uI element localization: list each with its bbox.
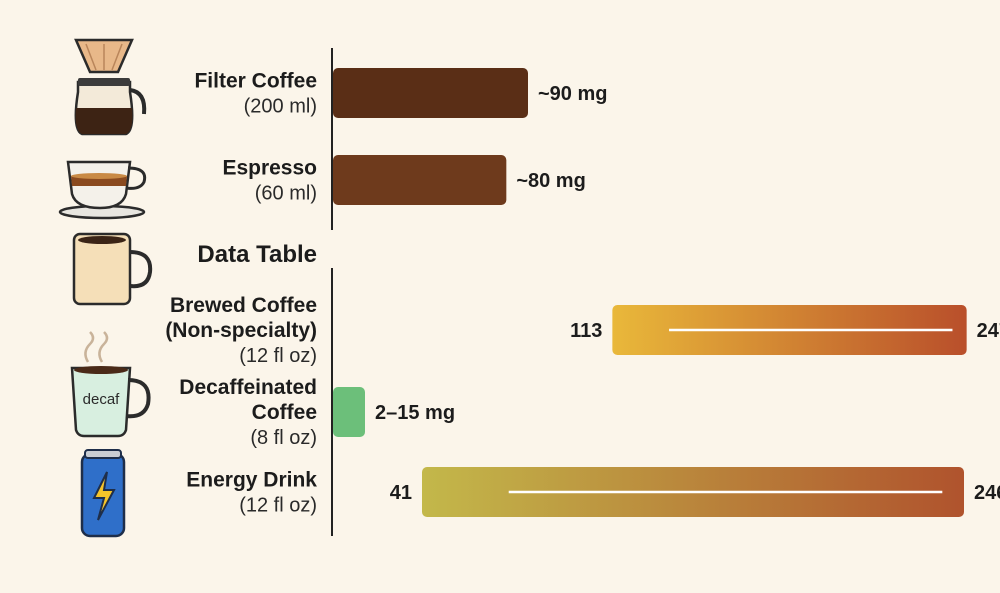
- carafe-lid: [78, 78, 130, 86]
- chart-row: Energy Drink (12 fl oz) 41 246 mg: [80, 449, 1000, 538]
- carafe-handle: [129, 88, 147, 115]
- row-sublabel: (12 fl oz): [239, 345, 317, 367]
- filter-folds: [85, 43, 123, 71]
- row-sublabel: (200 ml): [244, 96, 317, 118]
- range-bar: [333, 387, 365, 437]
- row-sublabel: (12 fl oz): [239, 495, 317, 517]
- mug-coffee: [78, 236, 126, 244]
- carafe-coffee: [75, 108, 133, 134]
- chart-row: Espresso (60 ml) ~80 mg: [58, 155, 586, 220]
- lightning-bolt: [92, 471, 116, 521]
- mug-body: [72, 232, 132, 306]
- max-label: 2–15 mg: [375, 402, 455, 424]
- row-label: Brewed Coffee: [170, 294, 317, 317]
- row-sublabel: (60 ml): [255, 183, 317, 205]
- espresso-cup-icon: [58, 160, 147, 220]
- row-label: Coffee: [252, 401, 317, 424]
- row-label: Espresso: [222, 157, 317, 180]
- row-label: Energy Drink: [186, 469, 317, 492]
- steam-lines: [84, 331, 109, 363]
- max-label: 246 mg: [974, 482, 1000, 504]
- value-label: ~80 mg: [516, 170, 585, 192]
- decaf-mug-body: [70, 366, 132, 438]
- row-sublabel: (8 fl oz): [250, 427, 317, 449]
- coffee-pour-over-icon: [74, 38, 147, 136]
- max-label: 247 mg: [977, 320, 1000, 342]
- row-label: (Non-specialty): [165, 319, 317, 342]
- decaf-coffee: [74, 366, 128, 374]
- mug-handle: [129, 250, 153, 289]
- chart-row: Filter Coffee (200 ml) ~90 mg: [74, 38, 607, 136]
- espresso-handle: [125, 166, 147, 190]
- value-label: ~90 mg: [538, 83, 607, 105]
- min-label: 41: [390, 482, 412, 504]
- decaf-mug-text: decaf: [83, 391, 121, 408]
- bar: [333, 155, 507, 205]
- decaf-mug-icon: decaf: [70, 331, 151, 438]
- decaf-mug-handle: [125, 378, 151, 419]
- row-label: Decaffeinated: [179, 376, 317, 399]
- can-top: [84, 449, 122, 459]
- bar: [333, 68, 528, 118]
- espresso-crema: [71, 173, 127, 179]
- data-table-heading: Data Table: [197, 241, 317, 268]
- row-label: Filter Coffee: [194, 70, 317, 93]
- chart-row: Brewed Coffee(Non-specialty) (12 fl oz) 11…: [72, 232, 1000, 367]
- min-label: 113: [570, 320, 602, 342]
- energy-drink-can-icon: [80, 449, 126, 538]
- coffee-mug-icon: [72, 232, 153, 306]
